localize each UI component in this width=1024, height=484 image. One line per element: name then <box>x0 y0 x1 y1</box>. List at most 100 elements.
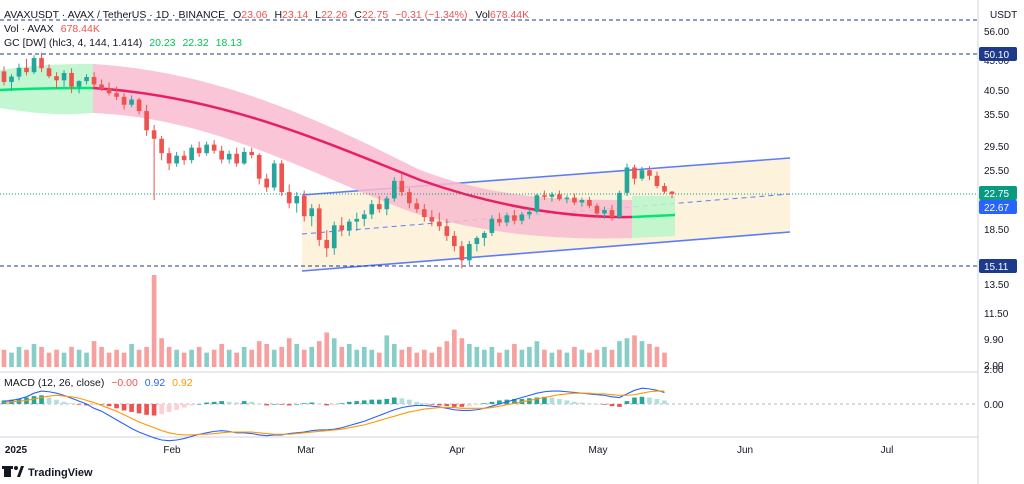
price-badge <box>979 47 1017 61</box>
candle-body <box>106 88 112 94</box>
volume-bar <box>114 349 119 367</box>
volume-bar <box>61 352 67 368</box>
macd-histogram-bar <box>662 400 667 404</box>
candle-body <box>669 191 675 195</box>
price-tick-label: 29.50 <box>984 142 1009 153</box>
price-tick-label: 2.00 <box>984 361 1004 372</box>
macd-histogram-bar <box>264 404 270 406</box>
candle-body <box>24 67 29 73</box>
legend-h-label: H <box>274 9 282 21</box>
candle-body <box>662 185 667 192</box>
legend-macd-value-1: −0.00 <box>111 377 138 389</box>
macd-histogram-bar <box>534 397 540 404</box>
candle-body <box>294 196 300 204</box>
legend-change: −0.31 (−1.34%) <box>395 9 467 21</box>
macd-histogram-bar <box>151 404 157 416</box>
candle-body <box>527 211 532 215</box>
volume-bar <box>234 352 239 368</box>
candle-body <box>579 200 585 203</box>
candle-body <box>331 225 337 249</box>
macd-histogram-bar <box>219 401 224 404</box>
time-axis-label: 2025 <box>5 445 28 456</box>
candle-body <box>151 130 157 139</box>
volume-bar <box>624 338 630 367</box>
candle-body <box>497 218 502 223</box>
volume-bar <box>654 346 660 368</box>
price-axis-ticks: 56.00 45.00 40.50 35.50 29.50 25.50 18.50 13.50… <box>984 27 1009 411</box>
volume-bar <box>264 344 270 367</box>
candle-body <box>339 225 345 231</box>
volume-bar <box>391 344 397 367</box>
volume-bar <box>579 349 585 367</box>
legend-symbol: AVAXUSDT · AVAX / TetherUS · 1D · BINANC… <box>4 9 225 21</box>
macd-histogram-bar <box>249 401 255 404</box>
legend-gc[interactable]: GC [DW] (hlc3, 4, 144, 1.414) 20.23 22.3… <box>4 37 242 49</box>
macd-histogram-bar <box>106 404 112 407</box>
macd-histogram-bar <box>647 397 652 404</box>
price-badge-label: 50.10 <box>984 50 1009 61</box>
legend-volume[interactable]: Vol · AVAX 678.44K <box>4 23 100 35</box>
volume-bar <box>497 352 502 368</box>
macd-histogram-bar <box>69 403 74 404</box>
volume-bar <box>361 346 367 368</box>
volume-bar <box>159 338 164 367</box>
macd-histogram-bar <box>587 403 592 404</box>
legend-l-label: L <box>315 9 321 21</box>
legend-macd[interactable]: MACD (12, 26, close) −0.00 0.92 0.92 <box>4 377 193 389</box>
candle-body <box>46 68 52 77</box>
channel-lower-line[interactable] <box>301 231 791 272</box>
candle-body <box>114 93 119 97</box>
macd-histogram-bar <box>572 401 577 404</box>
candle-body <box>31 58 37 73</box>
volume-bar <box>136 349 142 367</box>
candle-body <box>587 200 592 206</box>
macd-histogram-bar <box>452 404 457 407</box>
macd-histogram-bar <box>211 401 217 404</box>
volume-bar <box>609 349 615 367</box>
volume-bar <box>489 346 495 368</box>
volume-bar <box>144 346 149 368</box>
candle-body <box>557 194 562 200</box>
macd-histogram-bar <box>527 398 532 404</box>
candle-body <box>279 163 285 193</box>
legend-macd-label: MACD (12, 26, close) <box>4 377 104 389</box>
candle-body <box>189 147 194 161</box>
candle-body <box>564 197 570 200</box>
tradingview-logo[interactable]: TradingView <box>2 466 93 479</box>
macd-histogram-bar <box>354 401 360 404</box>
macd-histogram-bar <box>624 401 630 404</box>
volume-bar <box>271 349 277 367</box>
legend-vol-value: 678.44K <box>490 9 529 21</box>
macd-histogram-bar <box>286 404 292 406</box>
legend-macd-value-3: 0.92 <box>172 377 193 389</box>
legend-gc-label: GC [DW] (hlc3, 4, 144, 1.414) <box>4 37 142 49</box>
legend-gc-value-3: 18.13 <box>216 37 242 49</box>
macd-histogram-bar <box>654 398 660 404</box>
volume-bar <box>166 346 172 368</box>
candle-body <box>136 99 142 112</box>
candle-body <box>159 138 164 154</box>
volume-bar <box>534 341 540 368</box>
volume-bar <box>54 349 59 367</box>
volume-bar <box>587 352 592 368</box>
time-axis-labels: 2025 Feb Mar Apr May Jun Jul <box>5 445 894 456</box>
candle-body <box>406 192 412 204</box>
macd-histogram-bar <box>196 404 202 405</box>
macd-histogram-bar <box>369 399 375 404</box>
candle-body <box>196 147 202 154</box>
macd-histogram-bar <box>234 402 239 404</box>
volume-bar <box>339 346 345 368</box>
macd-histogram-bar <box>579 402 585 404</box>
candle-body <box>354 218 360 222</box>
volume-bar <box>519 349 525 367</box>
volume-bar <box>376 352 382 368</box>
macd-histogram-bar <box>384 398 390 404</box>
macd-histogram-bar <box>166 404 172 412</box>
candlesticks[interactable] <box>1 52 675 269</box>
macd-histogram-bar <box>489 401 495 404</box>
volume-bar <box>256 341 262 368</box>
legend-macd-value-2: 0.92 <box>145 377 166 389</box>
candle-body <box>61 72 67 81</box>
